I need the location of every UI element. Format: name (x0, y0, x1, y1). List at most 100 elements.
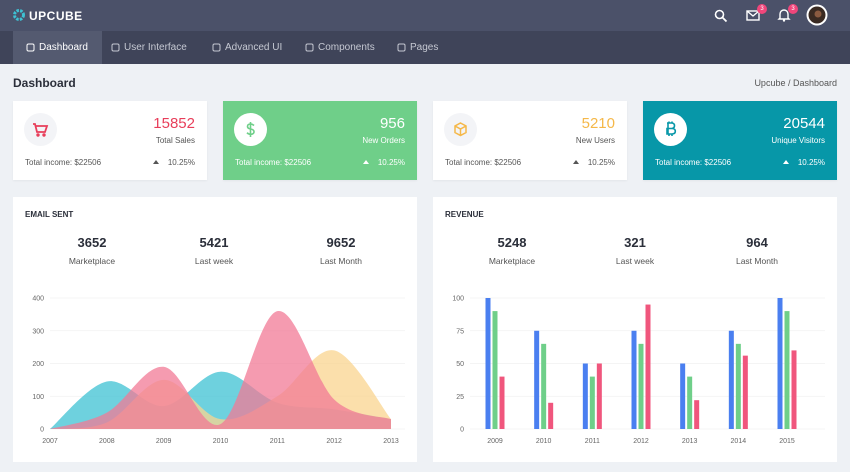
y-tick-label: 25 (456, 394, 464, 401)
nav-item[interactable]: Advanced UI (199, 31, 296, 64)
revenue-panel: REVENUE 5248 Marketplace 321 Last week 964 La… (433, 197, 837, 462)
nav-item[interactable]: Components (292, 31, 389, 64)
search-icon[interactable] (714, 9, 728, 23)
y-tick-label: 300 (32, 328, 44, 335)
panel-title: REVENUE (445, 210, 484, 219)
change-arrow (783, 160, 789, 164)
nav-icon (305, 43, 314, 52)
x-tick-label: 2015 (779, 438, 795, 445)
glyph (454, 122, 467, 137)
change-arrow (363, 160, 369, 164)
card-income: Total income: $22506 (235, 158, 312, 167)
card-value: 15852 (153, 115, 195, 132)
card-value: 956 (379, 115, 405, 132)
stat-label: Marketplace (489, 256, 536, 266)
change-arrow (573, 160, 579, 164)
bar (582, 363, 588, 429)
area-chart: 3652 Marketplace 5421 Last week 9652 Last Mon… (32, 235, 405, 445)
stat-label: Last week (195, 256, 234, 266)
x-tick-label: 2013 (383, 438, 399, 445)
bar (742, 355, 748, 429)
y-tick-label: 0 (460, 427, 464, 434)
nav-item[interactable]: Dashboard (13, 31, 102, 64)
card-icon (654, 113, 687, 146)
nav-icon (212, 43, 221, 52)
bell-icon[interactable] (777, 8, 791, 22)
top-bar: UPCUBE 3 3 (0, 0, 850, 31)
bar (589, 376, 595, 429)
nav-icon (26, 43, 35, 52)
card-icon (24, 113, 57, 146)
stat-value: 5421 (200, 235, 229, 250)
y-tick-label: 0 (40, 427, 44, 434)
glyph (246, 122, 255, 137)
stat-label: Last Month (320, 256, 362, 266)
logo-icon (13, 9, 25, 21)
stat-value: 964 (746, 235, 768, 250)
bar (492, 311, 498, 429)
stat-label: Marketplace (69, 256, 116, 266)
x-tick-label: 2008 (99, 438, 115, 445)
x-tick-label: 2007 (42, 438, 58, 445)
y-tick-label: 100 (32, 394, 44, 401)
y-tick-label: 50 (456, 361, 464, 368)
y-tick-label: 400 (32, 296, 44, 303)
bar (596, 363, 602, 429)
card-icon (234, 113, 267, 146)
stat-value: 321 (624, 235, 646, 250)
nav-item[interactable]: Pages (384, 31, 452, 64)
card-value: 5210 (581, 115, 615, 132)
bar (784, 311, 790, 429)
bar-chart: 5248 Marketplace 321 Last week 964 Last Month… (452, 235, 825, 445)
y-tick-label: 200 (32, 361, 44, 368)
breadcrumb[interactable]: Upcube / Dashboard (754, 78, 837, 88)
card-label: New Users (575, 136, 615, 145)
x-tick-label: 2012 (633, 438, 649, 445)
bar (499, 376, 505, 429)
x-tick-label: 2009 (156, 438, 172, 445)
card-income: Total income: $22506 (655, 158, 732, 167)
area (50, 310, 391, 429)
nav-bar (0, 31, 850, 64)
page-title: Dashboard (13, 76, 76, 90)
card-income: Total income: $22506 (445, 158, 522, 167)
stat-value: 5248 (498, 235, 527, 250)
bar (645, 304, 651, 429)
stat-label: Last week (616, 256, 655, 266)
stat-card: 956 New Orders Total income: $22506 10.25% (223, 101, 417, 180)
email-panel: EMAIL SENT 3652 Marketplace 5421 Last week 9… (13, 197, 417, 462)
stat-value: 9652 (327, 235, 356, 250)
panel-title: EMAIL SENT (25, 210, 74, 219)
mail-icon[interactable] (746, 10, 760, 21)
x-tick-label: 2011 (585, 438, 600, 445)
y-tick-label: 100 (452, 296, 464, 303)
card-change: 10.25% (587, 158, 615, 167)
bar (777, 298, 783, 429)
avatar[interactable] (806, 4, 828, 26)
notification-badge: 3 (788, 4, 798, 14)
change-arrow (153, 160, 159, 164)
x-tick-label: 2010 (536, 438, 552, 445)
bar (735, 343, 741, 429)
card-change: 10.25% (167, 158, 195, 167)
stat-card: 20544 Unique Visitors Total income: $22506… (643, 101, 837, 180)
bar (631, 330, 637, 429)
y-tick-label: 75 (456, 328, 464, 335)
brand: UPCUBE (29, 9, 83, 23)
x-tick-label: 2012 (326, 438, 342, 445)
card-change: 10.25% (797, 158, 825, 167)
bar (728, 330, 734, 429)
bar (541, 343, 547, 429)
stat-card: 15852 Total Sales Total income: $22506 10.2… (13, 101, 207, 180)
card-label: Unique Visitors (771, 136, 825, 145)
bar (485, 298, 491, 429)
card-label: New Orders (362, 136, 405, 145)
x-tick-label: 2011 (270, 438, 285, 445)
card-value: 20544 (783, 115, 825, 132)
bar (534, 330, 540, 429)
nav-icon (111, 43, 120, 52)
nav-item[interactable]: User Interface (98, 31, 201, 64)
stat-value: 3652 (78, 235, 107, 250)
stat-label: Last Month (736, 256, 778, 266)
